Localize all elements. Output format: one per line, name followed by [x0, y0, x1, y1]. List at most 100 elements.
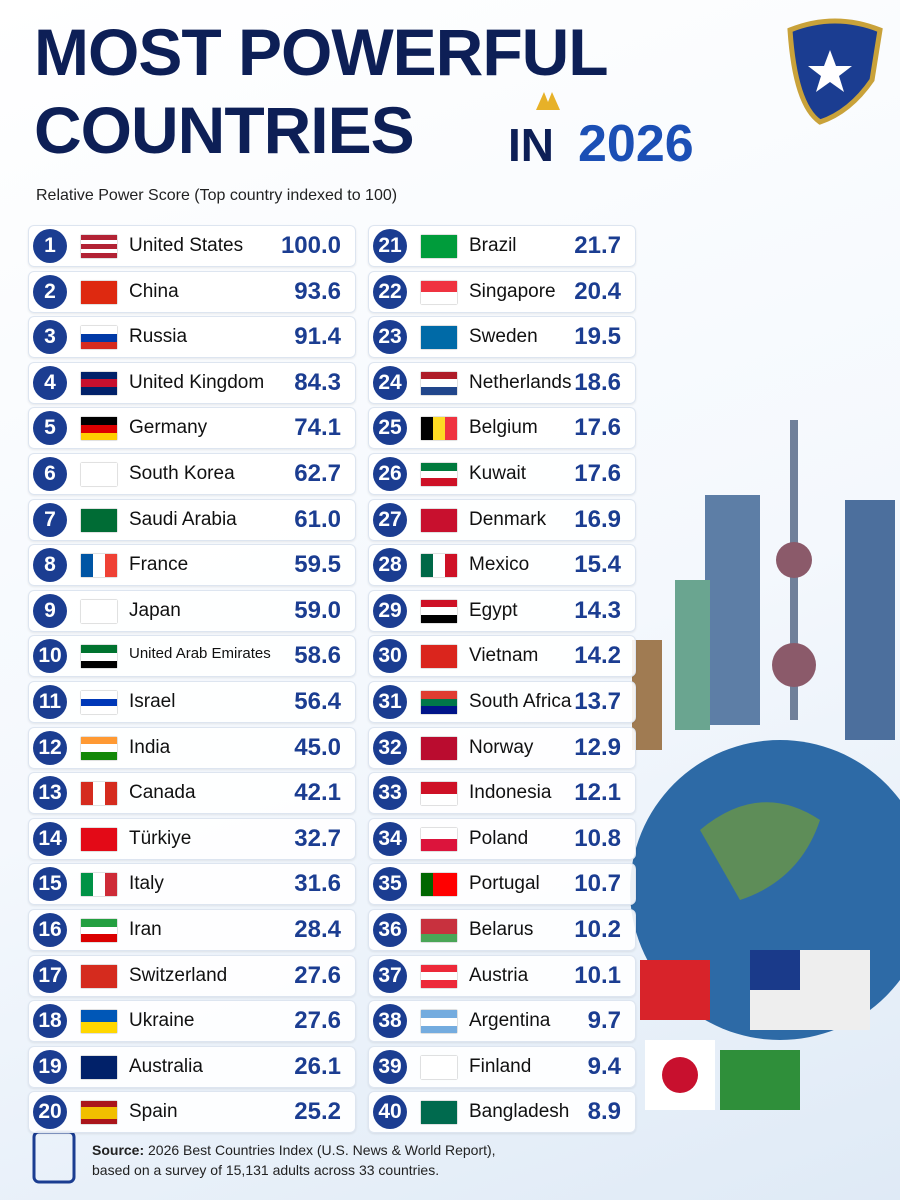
flag	[81, 463, 117, 486]
source: Source: 2026 Best Countries Index (U.S. …	[92, 1140, 496, 1180]
power-score: 59.0	[294, 596, 341, 624]
country-name: Saudi Arabia	[129, 508, 237, 530]
flag	[81, 1010, 117, 1034]
rank-badge: 29	[373, 593, 407, 628]
power-score: 18.6	[574, 368, 621, 396]
country-name: Australia	[129, 1055, 203, 1077]
power-score: 19.5	[574, 323, 621, 351]
table-row: 3 Russia 91.4	[28, 316, 356, 359]
country-name: Vietnam	[469, 645, 539, 667]
table-row: 6 South Korea 62.7	[28, 453, 356, 495]
flag	[81, 280, 117, 304]
power-score: 28.4	[294, 916, 341, 943]
power-score: 84.3	[294, 368, 341, 396]
table-row: 28 Mexico 15.4	[368, 544, 636, 587]
country-name: Switzerland	[129, 964, 228, 986]
power-score: 17.6	[574, 460, 621, 487]
country-name: United Kingdom	[129, 371, 265, 393]
flag	[81, 508, 117, 532]
table-row: 32 Norway 12.9	[368, 726, 636, 769]
rank-badge: 34	[373, 821, 407, 856]
rank-badge: 31	[373, 685, 407, 719]
table-row: 26 Kuwait 17.6	[368, 453, 636, 495]
flag	[421, 463, 457, 486]
power-score: 21.7	[574, 232, 621, 259]
table-row: 7 Saudi Arabia 61.0	[28, 498, 356, 541]
table-row: 35 Portugal 10.7	[368, 863, 636, 906]
country-name: Israel	[129, 691, 176, 712]
flag	[81, 691, 117, 714]
table-row: 12 India 45.0	[28, 726, 356, 769]
country-name: Netherlands	[469, 371, 572, 393]
flag	[81, 782, 117, 806]
country-name: Portugal	[469, 873, 540, 895]
power-score: 17.6	[574, 414, 621, 442]
rank-badge: 11	[33, 685, 67, 719]
table-row: 8 France 59.5	[28, 544, 356, 587]
table-row: 29 Egypt 14.3	[368, 589, 636, 632]
country-name: China	[129, 280, 179, 302]
power-score: 16.9	[574, 505, 621, 533]
flag	[421, 919, 457, 942]
rank-badge: 14	[33, 821, 67, 856]
country-name: United States	[129, 235, 244, 256]
rank-badge: 39	[373, 1049, 407, 1084]
power-score: 27.6	[294, 961, 341, 989]
country-name: Norway	[469, 736, 534, 758]
power-score: 10.1	[574, 961, 621, 989]
flag	[81, 554, 117, 578]
table-row: 20 Spain 25.2	[28, 1091, 356, 1134]
country-name: Mexico	[469, 554, 530, 576]
country-name: Indonesia	[469, 782, 552, 804]
power-score: 62.7	[294, 460, 341, 487]
table-row: 4 United Kingdom 84.3	[28, 361, 356, 404]
table-row: 18 Ukraine 27.6	[28, 1000, 356, 1043]
power-score: 14.2	[574, 642, 621, 670]
flag	[81, 919, 117, 942]
table-row: 13 Canada 42.1	[28, 772, 356, 815]
country-name: South Africa	[469, 691, 572, 712]
country-name: Russia	[129, 326, 188, 348]
table-row: 21 Brazil 21.7	[368, 225, 636, 267]
table-row: 5 Germany 74.1	[28, 407, 356, 450]
title: MOST POWERFUL	[34, 15, 609, 89]
country-name: South Korea	[129, 463, 235, 484]
rank-badge: 6	[33, 457, 67, 491]
rank-badge: 19	[33, 1049, 67, 1084]
table-row: 37 Austria 10.1	[368, 954, 636, 997]
flag	[81, 827, 117, 851]
table-row: 39 Finland 9.4	[368, 1045, 636, 1088]
rank-badge: 1	[33, 229, 67, 263]
table-row: 27 Denmark 16.9	[368, 498, 636, 541]
title: IN	[508, 119, 554, 171]
rank-badge: 21	[373, 229, 407, 263]
flag	[81, 417, 117, 441]
rank-badge: 22	[373, 274, 407, 309]
table-row: 33 Indonesia 12.1	[368, 772, 636, 815]
country-name: Spain	[129, 1101, 178, 1123]
table-row: 31 South Africa 13.7	[368, 681, 636, 723]
rank-badge: 33	[373, 776, 407, 811]
country-name: Italy	[129, 873, 164, 895]
power-score: 32.7	[294, 824, 341, 852]
table-row: 24 Netherlands 18.6	[368, 361, 636, 404]
rank-badge: 37	[373, 958, 407, 993]
flag	[421, 645, 457, 669]
flag	[421, 280, 457, 304]
flag	[421, 326, 457, 350]
power-score: 26.1	[294, 1052, 341, 1080]
rank-badge: 36	[373, 913, 407, 947]
country-name: Sweden	[469, 326, 538, 348]
country-name: Denmark	[469, 508, 547, 530]
country-name: Egypt	[469, 599, 518, 621]
table-row: 9 Japan 59.0	[28, 589, 356, 632]
country-name: Germany	[129, 417, 208, 439]
table-row: 30 Vietnam 14.2	[368, 635, 636, 678]
flag	[81, 371, 117, 395]
rank-badge: 15	[33, 867, 67, 902]
power-score: 74.1	[294, 414, 341, 442]
flag	[81, 235, 117, 258]
rank-badge: 8	[33, 548, 67, 583]
flag	[421, 827, 457, 851]
rank-badge: 32	[373, 730, 407, 765]
